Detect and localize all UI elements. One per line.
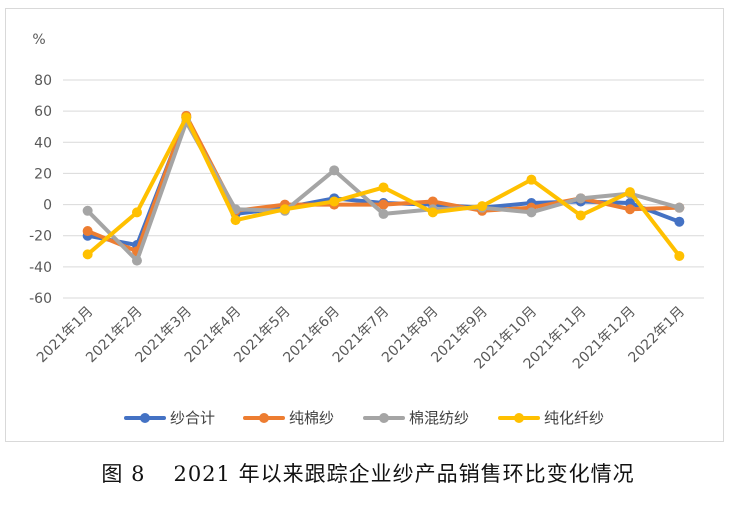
data-point [378,182,389,193]
legend-swatch-marker [514,413,524,423]
data-point [131,207,142,218]
legend-swatch-marker [259,413,269,423]
figure-caption: 图 8 2021 年以来跟踪企业纱产品销售环比变化情况 [0,458,736,488]
data-point [82,226,93,237]
line-chart: % 80 60 40 20 0 -20 -40 -60 2021年1月2021年2月2021年… [29,32,704,427]
figure-caption-text: 2021 年以来跟踪企业纱产品销售环比变化情况 [173,462,635,486]
y-tick-label: 80 [34,73,52,89]
series-lines [82,110,685,266]
legend-item: 棉混纺纱 [363,409,469,427]
data-point [329,196,340,207]
y-axis-unit-label: % [32,32,45,48]
legend-swatch-marker [140,413,150,423]
legend: 纱合计 纯棉纱 棉混纺纱 纯化纤纱 [124,409,604,427]
y-tick-label: -40 [29,260,52,276]
figure-label: 图 8 [101,462,146,486]
series-group [82,112,685,261]
data-point [625,204,636,215]
data-point [526,174,537,185]
data-point [378,208,389,219]
y-tick-label: -20 [29,229,52,245]
data-point [427,196,438,207]
data-point [575,193,586,204]
data-point [82,205,93,216]
legend-item: 纯化纤纱 [498,409,604,427]
data-point [674,216,685,227]
y-tick-label: 20 [34,166,52,182]
legend-swatch-marker [379,413,389,423]
legend-label: 纯化纤纱 [544,409,604,427]
y-tick-label: 60 [34,104,52,120]
data-point [230,215,241,226]
data-point [575,210,586,221]
data-point [674,202,685,213]
data-point [131,255,142,266]
legend-label: 棉混纺纱 [409,409,469,427]
y-axis-ticks: 80 60 40 20 0 -20 -40 -60 [29,73,52,307]
data-point [279,204,290,215]
x-axis-ticks: 2021年1月2021年2月2021年3月2021年4月2021年5月2021年… [34,304,688,373]
y-tick-label: -60 [29,291,52,307]
y-tick-label: 40 [34,135,52,151]
legend-label: 纯棉纱 [289,409,334,427]
legend-label: 纱合计 [170,409,215,427]
data-point [181,112,192,123]
data-point [526,207,537,218]
data-point [82,249,93,260]
legend-item: 纯棉纱 [243,409,334,427]
y-tick-label: 0 [43,198,52,214]
data-point [329,165,340,176]
chart-frame: % 80 60 40 20 0 -20 -40 -60 2021年1月 2021年2月 2021年… [5,8,724,442]
data-point [477,201,488,212]
data-point [427,207,438,218]
data-point [378,199,389,210]
data-point [625,187,636,198]
data-point [674,250,685,261]
legend-item: 纱合计 [124,409,215,427]
series-group [82,112,685,251]
